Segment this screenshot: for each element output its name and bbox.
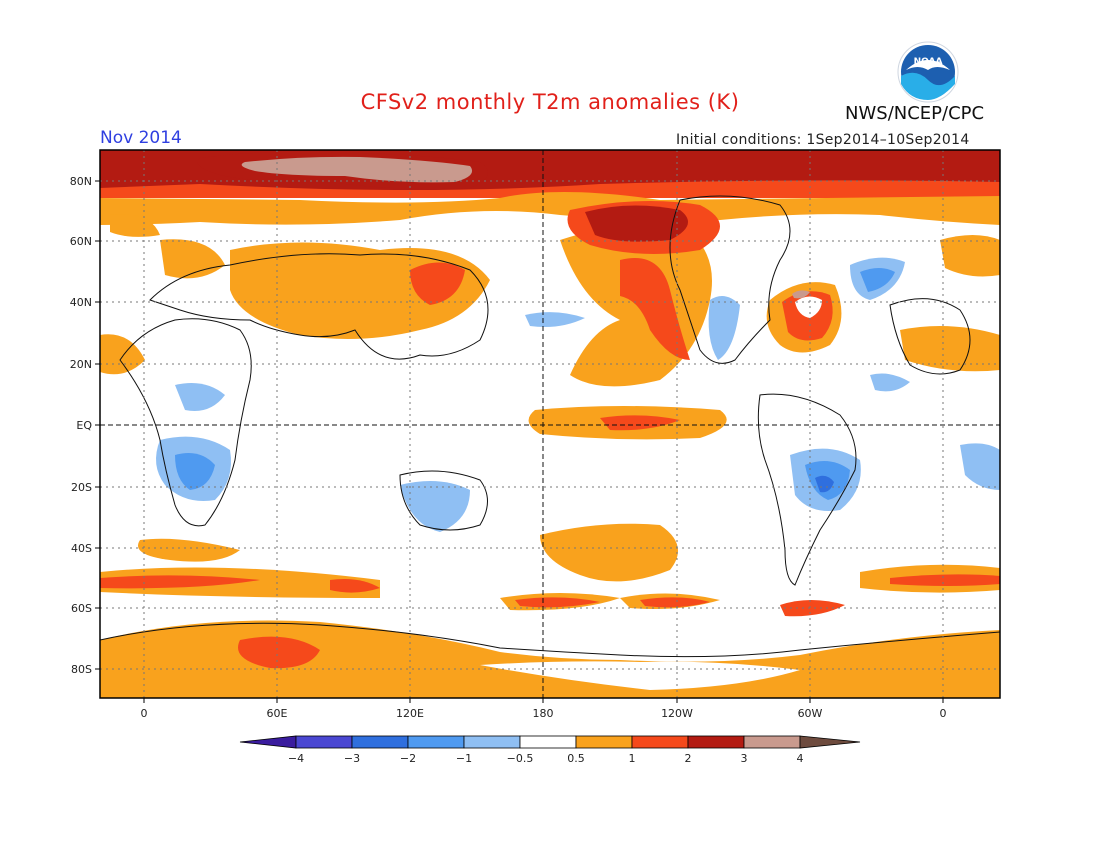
colorbar-label: −1 [456, 752, 472, 765]
colorbar-label: −3 [344, 752, 360, 765]
forecast-month: Nov 2014 [100, 128, 182, 148]
colorbar-label: 4 [797, 752, 804, 765]
lat-label: 80N [70, 175, 92, 188]
colorbar-label: −4 [288, 752, 304, 765]
lon-label: 120W [661, 707, 693, 720]
lat-label: 80S [71, 663, 92, 676]
lon-label: 0 [141, 707, 148, 720]
colorbar-bin [463, 735, 521, 749]
colorbar-bin [519, 735, 577, 749]
lon-label: 180 [533, 707, 554, 720]
colorbar-upper-arrow [799, 735, 861, 749]
colorbar-label: 1 [629, 752, 636, 765]
agency-label: NWS/NCEP/CPC [845, 103, 985, 124]
chart-title: CFSv2 monthly T2m anomalies (K) [360, 90, 740, 114]
lon-label: 60W [798, 707, 823, 720]
lon-label: 60E [267, 707, 288, 720]
colorbar-label: −0.5 [507, 752, 534, 765]
colorbar-bin [407, 735, 465, 749]
colorbar-label: −2 [400, 752, 416, 765]
lon-label: 120E [396, 707, 424, 720]
lat-label: EQ [76, 419, 92, 432]
colorbar-bin [575, 735, 633, 749]
lat-label: 40N [70, 296, 92, 309]
lat-label: 20N [70, 358, 92, 371]
colorbar-bin [743, 735, 801, 749]
grid-lines [100, 150, 1000, 698]
lat-label: 60N [70, 235, 92, 248]
colorbar-bin [631, 735, 689, 749]
colorbar-label: 0.5 [567, 752, 585, 765]
coastlines [100, 195, 1000, 658]
colorbar-bin [295, 735, 353, 749]
lat-label: 40S [71, 542, 92, 555]
svg-text:NOAA: NOAA [914, 57, 943, 67]
map-frame [99, 149, 1001, 699]
noaa-logo: NOAA [897, 41, 959, 103]
anomaly-field [100, 150, 1000, 698]
reference-lines [100, 150, 1000, 698]
colorbar-lower-arrow [239, 735, 297, 749]
colorbar-label: 2 [685, 752, 692, 765]
colorbar-bin [687, 735, 745, 749]
colorbar-bin [351, 735, 409, 749]
colorbar-label: 3 [741, 752, 748, 765]
lat-label: 60S [71, 602, 92, 615]
lat-label: 20S [71, 481, 92, 494]
lon-label: 0 [940, 707, 947, 720]
colorbar [239, 735, 861, 749]
initial-conditions: Initial conditions: 1Sep2014–10Sep2014 [676, 132, 970, 148]
